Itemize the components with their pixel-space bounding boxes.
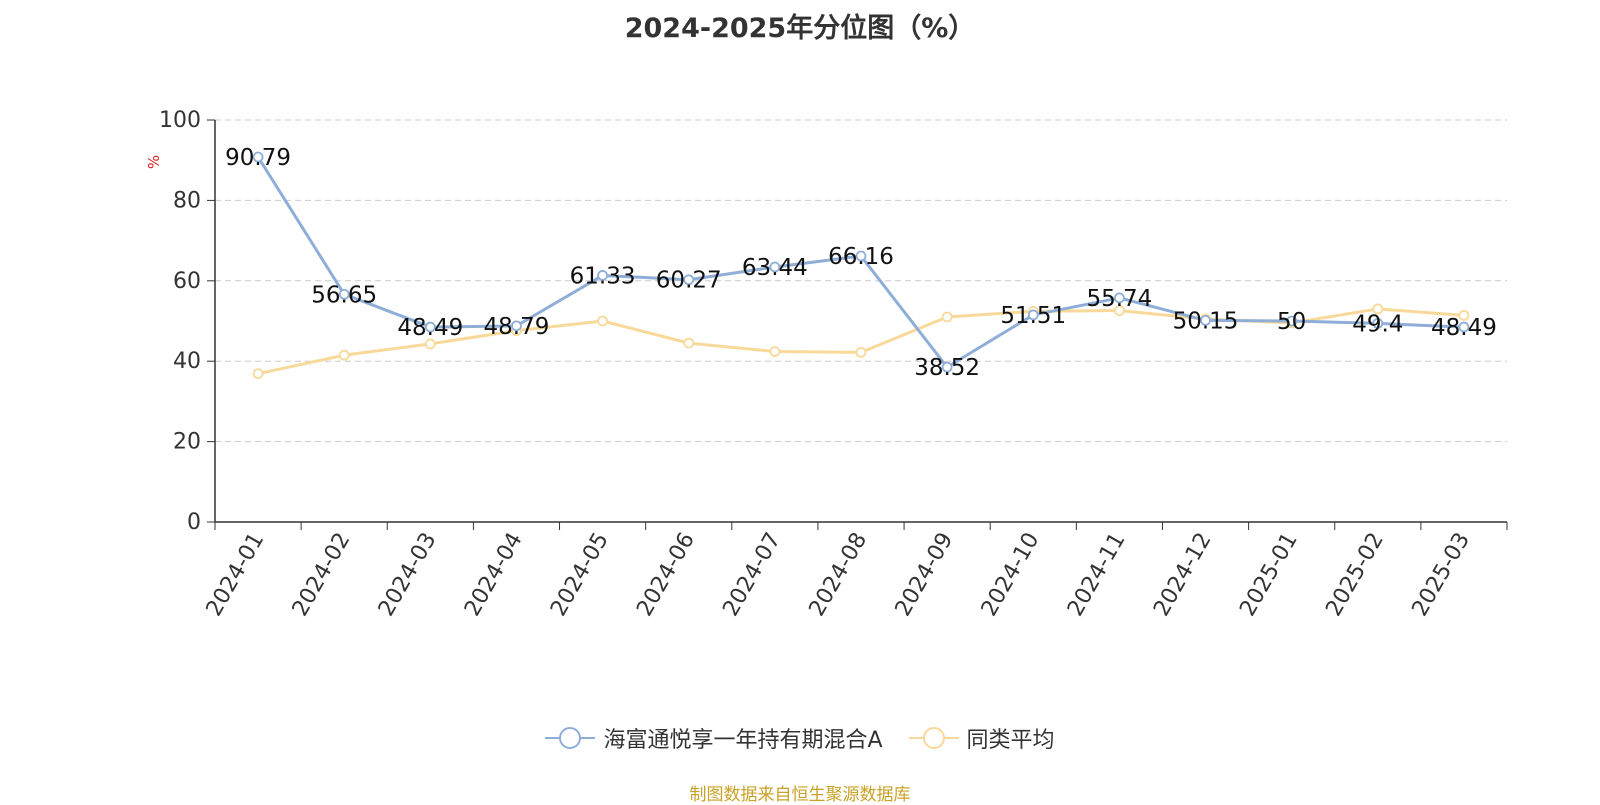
data-point [1286, 315, 1298, 327]
data-point [597, 270, 608, 281]
x-tick-label: 2024-09 [891, 529, 959, 621]
data-point [252, 368, 264, 380]
axis-layer: 0 20 40 60 80 100% 2024-01 2024-02 2024-03 2024-0… [145, 108, 1508, 621]
data-point [1114, 305, 1125, 316]
y-axis-label: % [145, 155, 163, 169]
y-tick-label: 0 [187, 510, 201, 535]
data-point [683, 337, 695, 349]
data-label: 63.44 [742, 255, 808, 281]
data-label: 49.4 [1352, 311, 1403, 337]
data-label: 55.74 [1086, 286, 1152, 312]
x-tick-label: 2024-02 [288, 529, 356, 621]
legend-label-series-b: 同类平均 [966, 728, 1055, 753]
data-label: 66.16 [828, 244, 894, 270]
data-point [941, 311, 953, 323]
data-label: 61.33 [570, 263, 636, 289]
y-tick-label: 80 [173, 188, 201, 213]
data-point [1027, 309, 1039, 321]
x-tick-label: 2024-01 [202, 529, 270, 621]
x-tick-label: 2024-03 [374, 529, 442, 621]
data-point [1458, 321, 1470, 333]
data-label: 56.65 [311, 282, 377, 308]
data-point [1372, 318, 1384, 329]
data-point [338, 349, 350, 361]
legend-item-series-b[interactable]: 同类平均 [908, 722, 1055, 754]
x-tick-label: 2025-01 [1235, 529, 1303, 621]
legend: 海富通悦享一年持有期混合A 同类平均 [0, 722, 1600, 754]
x-tick-label: 2024-07 [718, 529, 786, 621]
data-point [338, 288, 350, 300]
legend-swatch-series-a [545, 727, 596, 749]
data-point [1114, 292, 1125, 304]
data-label: 48.49 [1431, 315, 1497, 341]
data-point [683, 274, 695, 286]
data-label: 50.15 [1173, 308, 1239, 334]
legend-label-series-a: 海富通悦享一年持有期混合A [603, 728, 883, 753]
x-tick-label: 2025-03 [1408, 529, 1476, 621]
data-point [855, 346, 867, 358]
data-point [941, 361, 953, 373]
data-point [769, 261, 781, 273]
chart-title: 2024-2025年分位图（%） [624, 13, 976, 44]
data-point [855, 250, 867, 262]
y-tick-label: 100 [159, 108, 201, 133]
x-tick-label: 2024-05 [546, 529, 614, 621]
x-tick-label: 2025-02 [1321, 529, 1389, 621]
legend-item-series-a[interactable]: 海富通悦享一年持有期混合A [545, 722, 883, 754]
data-point [769, 346, 781, 357]
x-tick-label: 2024-10 [977, 529, 1045, 621]
data-point [424, 338, 436, 350]
source-note: 制图数据来自恒生聚源数据库 [689, 785, 911, 805]
data-point [1372, 303, 1384, 315]
x-tick-label: 2024-08 [805, 529, 873, 621]
y-tick-label: 60 [173, 269, 201, 294]
x-tick-label: 2024-11 [1063, 529, 1131, 621]
data-label: 50 [1277, 309, 1306, 335]
series-layer [252, 151, 1470, 380]
x-tick-label: 2024-06 [632, 529, 700, 621]
x-tick-label: 2024-12 [1149, 529, 1217, 621]
data-label: 51.51 [1000, 303, 1066, 329]
data-point [597, 315, 608, 327]
data-label: 90.79 [225, 145, 291, 171]
data-point [424, 321, 436, 333]
y-tick-label: 20 [173, 430, 201, 455]
data-point [1200, 314, 1211, 326]
data-point [511, 320, 522, 332]
data-label-layer: 90.79 56.65 48.49 48.79 61.33 60.27 63.44 66.16… [225, 145, 1497, 381]
data-label: 48.79 [484, 314, 550, 340]
data-point [1458, 309, 1470, 321]
data-label: 60.27 [656, 268, 722, 294]
data-label: 38.52 [914, 355, 980, 381]
data-label: 48.49 [397, 315, 463, 341]
legend-swatch-series-b [908, 727, 959, 749]
y-tick-label: 40 [173, 349, 201, 374]
grid-layer [215, 119, 1507, 443]
data-point [252, 151, 264, 163]
x-tick-label: 2024-04 [460, 529, 528, 621]
